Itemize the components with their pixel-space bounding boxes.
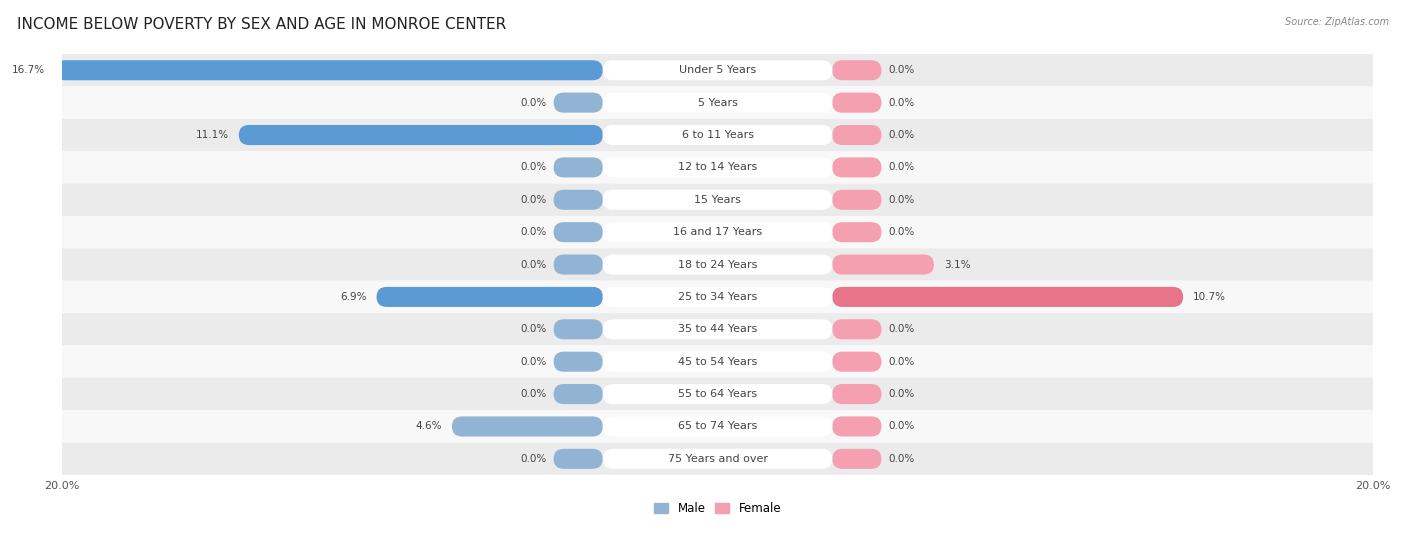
FancyBboxPatch shape (832, 190, 882, 210)
Text: 0.0%: 0.0% (889, 454, 914, 464)
Text: 65 to 74 Years: 65 to 74 Years (678, 421, 758, 431)
FancyBboxPatch shape (554, 254, 603, 275)
Text: 0.0%: 0.0% (520, 454, 547, 464)
FancyBboxPatch shape (62, 378, 1374, 410)
Text: INCOME BELOW POVERTY BY SEX AND AGE IN MONROE CENTER: INCOME BELOW POVERTY BY SEX AND AGE IN M… (17, 17, 506, 32)
FancyBboxPatch shape (62, 216, 1374, 248)
FancyBboxPatch shape (239, 125, 603, 145)
FancyBboxPatch shape (832, 287, 1182, 307)
Text: 35 to 44 Years: 35 to 44 Years (678, 324, 758, 334)
Text: 3.1%: 3.1% (943, 259, 970, 270)
FancyBboxPatch shape (62, 442, 1374, 475)
Text: 0.0%: 0.0% (889, 389, 914, 399)
Text: 0.0%: 0.0% (520, 357, 547, 367)
FancyBboxPatch shape (832, 254, 934, 275)
Text: 0.0%: 0.0% (520, 324, 547, 334)
FancyBboxPatch shape (603, 384, 832, 404)
FancyBboxPatch shape (451, 416, 603, 436)
Text: Source: ZipAtlas.com: Source: ZipAtlas.com (1285, 17, 1389, 27)
Text: 0.0%: 0.0% (889, 130, 914, 140)
Text: 0.0%: 0.0% (889, 324, 914, 334)
FancyBboxPatch shape (603, 287, 832, 307)
Text: 0.0%: 0.0% (889, 421, 914, 431)
FancyBboxPatch shape (832, 60, 882, 80)
FancyBboxPatch shape (62, 281, 1374, 313)
FancyBboxPatch shape (62, 184, 1374, 216)
FancyBboxPatch shape (603, 352, 832, 372)
FancyBboxPatch shape (554, 157, 603, 177)
FancyBboxPatch shape (62, 248, 1374, 281)
FancyBboxPatch shape (554, 319, 603, 339)
Text: 5 Years: 5 Years (697, 98, 738, 108)
Text: 4.6%: 4.6% (416, 421, 441, 431)
FancyBboxPatch shape (62, 86, 1374, 119)
Text: 6.9%: 6.9% (340, 292, 367, 302)
Text: 0.0%: 0.0% (520, 259, 547, 270)
Text: 55 to 64 Years: 55 to 64 Years (678, 389, 756, 399)
FancyBboxPatch shape (603, 449, 832, 469)
Text: 11.1%: 11.1% (195, 130, 229, 140)
FancyBboxPatch shape (832, 157, 882, 177)
Legend: Male, Female: Male, Female (650, 497, 786, 519)
FancyBboxPatch shape (603, 319, 832, 339)
FancyBboxPatch shape (62, 313, 1374, 345)
FancyBboxPatch shape (603, 60, 832, 80)
FancyBboxPatch shape (832, 319, 882, 339)
Text: 0.0%: 0.0% (520, 227, 547, 237)
FancyBboxPatch shape (554, 93, 603, 113)
FancyBboxPatch shape (554, 352, 603, 372)
Text: 0.0%: 0.0% (889, 162, 914, 172)
Text: 16.7%: 16.7% (13, 65, 45, 75)
FancyBboxPatch shape (603, 416, 832, 436)
FancyBboxPatch shape (62, 410, 1374, 442)
FancyBboxPatch shape (832, 93, 882, 113)
Text: 15 Years: 15 Years (695, 195, 741, 205)
FancyBboxPatch shape (62, 345, 1374, 378)
FancyBboxPatch shape (377, 287, 603, 307)
FancyBboxPatch shape (832, 416, 882, 436)
Text: 10.7%: 10.7% (1192, 292, 1226, 302)
FancyBboxPatch shape (55, 60, 603, 80)
FancyBboxPatch shape (603, 125, 832, 145)
FancyBboxPatch shape (832, 222, 882, 242)
Text: 0.0%: 0.0% (889, 195, 914, 205)
Text: 0.0%: 0.0% (520, 162, 547, 172)
FancyBboxPatch shape (62, 54, 1374, 86)
FancyBboxPatch shape (554, 449, 603, 469)
FancyBboxPatch shape (554, 190, 603, 210)
Text: 0.0%: 0.0% (520, 195, 547, 205)
FancyBboxPatch shape (554, 222, 603, 242)
Text: 75 Years and over: 75 Years and over (668, 454, 768, 464)
Text: Under 5 Years: Under 5 Years (679, 65, 756, 75)
FancyBboxPatch shape (603, 222, 832, 242)
FancyBboxPatch shape (554, 384, 603, 404)
FancyBboxPatch shape (832, 449, 882, 469)
FancyBboxPatch shape (832, 125, 882, 145)
FancyBboxPatch shape (603, 157, 832, 177)
Text: 12 to 14 Years: 12 to 14 Years (678, 162, 758, 172)
Text: 0.0%: 0.0% (520, 389, 547, 399)
Text: 6 to 11 Years: 6 to 11 Years (682, 130, 754, 140)
FancyBboxPatch shape (603, 93, 832, 113)
Text: 45 to 54 Years: 45 to 54 Years (678, 357, 758, 367)
Text: 25 to 34 Years: 25 to 34 Years (678, 292, 758, 302)
FancyBboxPatch shape (603, 190, 832, 210)
FancyBboxPatch shape (832, 384, 882, 404)
Text: 0.0%: 0.0% (889, 227, 914, 237)
FancyBboxPatch shape (62, 151, 1374, 184)
Text: 0.0%: 0.0% (889, 357, 914, 367)
Text: 18 to 24 Years: 18 to 24 Years (678, 259, 758, 270)
FancyBboxPatch shape (603, 254, 832, 275)
Text: 0.0%: 0.0% (889, 98, 914, 108)
FancyBboxPatch shape (832, 352, 882, 372)
Text: 16 and 17 Years: 16 and 17 Years (673, 227, 762, 237)
FancyBboxPatch shape (62, 119, 1374, 151)
Text: 0.0%: 0.0% (520, 98, 547, 108)
Text: 0.0%: 0.0% (889, 65, 914, 75)
